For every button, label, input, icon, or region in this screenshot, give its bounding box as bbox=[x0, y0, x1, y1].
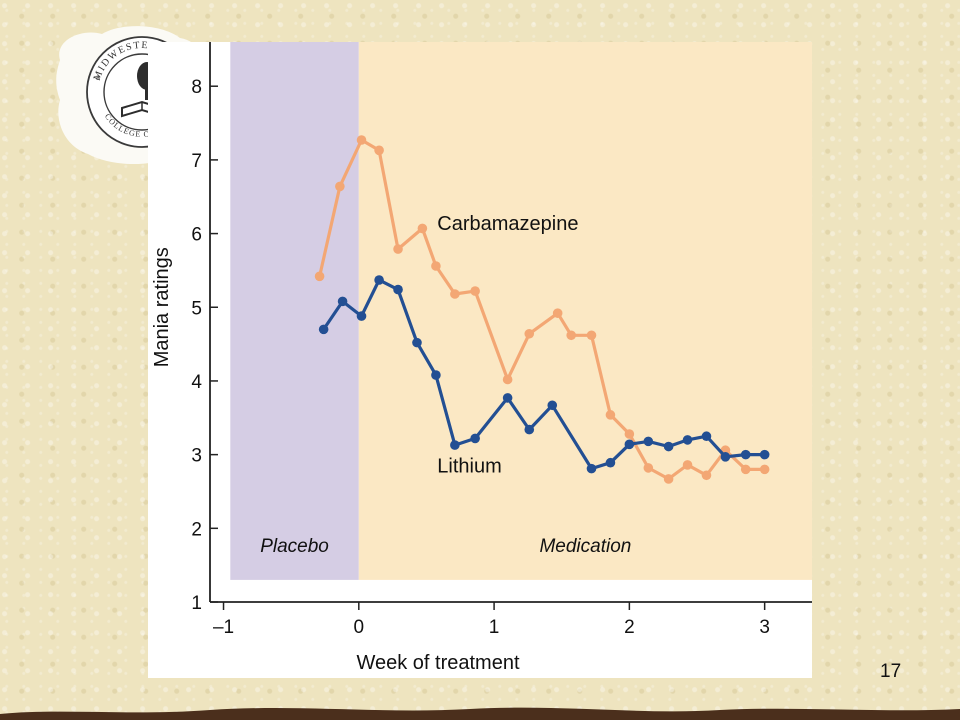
data-point-lithium bbox=[682, 435, 693, 445]
x-tick-label: 0 bbox=[354, 617, 365, 638]
data-point-carbamazepine bbox=[740, 464, 751, 475]
data-point-lithium bbox=[524, 424, 535, 435]
y-tick-label: 4 bbox=[191, 372, 202, 393]
data-point-lithium bbox=[356, 311, 367, 321]
region-label-medication: Medication bbox=[539, 536, 631, 557]
data-point-lithium bbox=[412, 337, 422, 348]
data-point-carbamazepine bbox=[643, 463, 654, 473]
data-point-lithium bbox=[450, 440, 460, 450]
data-point-lithium bbox=[740, 449, 751, 460]
data-point-carbamazepine bbox=[552, 308, 563, 318]
data-point-carbamazepine bbox=[759, 464, 770, 475]
chart-panel: 1 2 3 4 5 6 7 8 –1 0 1 2 3 Week of treatment Mania rat… bbox=[148, 42, 812, 678]
series-lithium bbox=[318, 275, 770, 474]
data-point-carbamazepine bbox=[682, 460, 693, 470]
data-point-lithium bbox=[470, 433, 480, 444]
series-label-carbamazepine: Carbamazepine bbox=[437, 213, 578, 235]
data-point-carbamazepine bbox=[393, 244, 403, 254]
data-point-lithium bbox=[701, 431, 712, 442]
series-label-lithium: Lithium bbox=[437, 455, 501, 477]
chart-axes: 1 2 3 4 5 6 7 8 –1 0 1 2 3 Week of treatment Mania rat… bbox=[151, 42, 812, 674]
data-point-lithium bbox=[720, 452, 731, 462]
data-point-lithium bbox=[393, 284, 403, 295]
region-placebo bbox=[230, 42, 359, 580]
y-axis-title: Mania ratings bbox=[151, 247, 173, 367]
data-point-carbamazepine bbox=[524, 328, 535, 339]
data-point-lithium bbox=[759, 449, 770, 460]
x-tick-label: –1 bbox=[213, 617, 234, 638]
data-point-lithium bbox=[605, 457, 616, 468]
data-point-carbamazepine bbox=[335, 181, 345, 192]
y-tick-label: 7 bbox=[191, 151, 202, 172]
bottom-decorative-strip bbox=[0, 707, 960, 720]
mania-ratings-chart: 1 2 3 4 5 6 7 8 –1 0 1 2 3 Week of treatment Mania rat… bbox=[151, 42, 812, 674]
x-tick-label: 2 bbox=[624, 617, 635, 638]
data-point-carbamazepine bbox=[450, 289, 460, 299]
x-tick-label: 1 bbox=[489, 617, 500, 638]
y-tick-label: 1 bbox=[191, 593, 202, 614]
data-point-carbamazepine bbox=[417, 223, 428, 234]
x-tick-label: 3 bbox=[759, 617, 770, 638]
chart-series bbox=[314, 135, 770, 484]
data-point-lithium bbox=[374, 275, 384, 285]
data-point-carbamazepine bbox=[314, 271, 325, 282]
y-tick-label: 8 bbox=[191, 77, 202, 98]
y-tick-label: 5 bbox=[191, 298, 202, 319]
y-tick-label: 2 bbox=[191, 519, 202, 540]
data-point-lithium bbox=[318, 324, 329, 335]
data-point-lithium bbox=[663, 441, 674, 452]
data-point-lithium bbox=[337, 296, 348, 307]
chart-labels: Placebo Medication Carbamazepine Lithium bbox=[260, 213, 631, 557]
treatment-regions bbox=[230, 42, 812, 580]
slide-page-number: 17 bbox=[880, 661, 902, 682]
data-point-lithium bbox=[431, 370, 441, 380]
data-point-carbamazepine bbox=[586, 330, 597, 341]
series-line-lithium bbox=[322, 278, 767, 471]
data-point-lithium bbox=[502, 393, 513, 403]
data-point-carbamazepine bbox=[431, 261, 441, 271]
data-point-carbamazepine bbox=[470, 286, 480, 296]
data-point-carbamazepine bbox=[663, 474, 674, 484]
data-point-carbamazepine bbox=[605, 410, 616, 420]
data-point-carbamazepine bbox=[701, 470, 712, 481]
data-point-lithium bbox=[586, 463, 597, 474]
y-tick-label: 6 bbox=[191, 225, 202, 246]
y-tick-label: 3 bbox=[191, 446, 202, 467]
seal-marker-text: a bbox=[96, 72, 100, 82]
data-point-lithium bbox=[643, 436, 654, 447]
region-label-placebo: Placebo bbox=[260, 536, 329, 557]
data-point-carbamazepine bbox=[502, 374, 513, 385]
data-point-carbamazepine bbox=[624, 429, 635, 439]
data-point-lithium bbox=[624, 439, 635, 450]
data-point-carbamazepine bbox=[374, 145, 384, 156]
data-point-lithium bbox=[547, 400, 558, 411]
series-carbamazepine bbox=[314, 135, 770, 484]
region-medication bbox=[358, 42, 812, 580]
data-point-carbamazepine bbox=[356, 135, 367, 145]
x-axis-title: Week of treatment bbox=[356, 652, 519, 674]
data-point-carbamazepine bbox=[566, 330, 576, 341]
